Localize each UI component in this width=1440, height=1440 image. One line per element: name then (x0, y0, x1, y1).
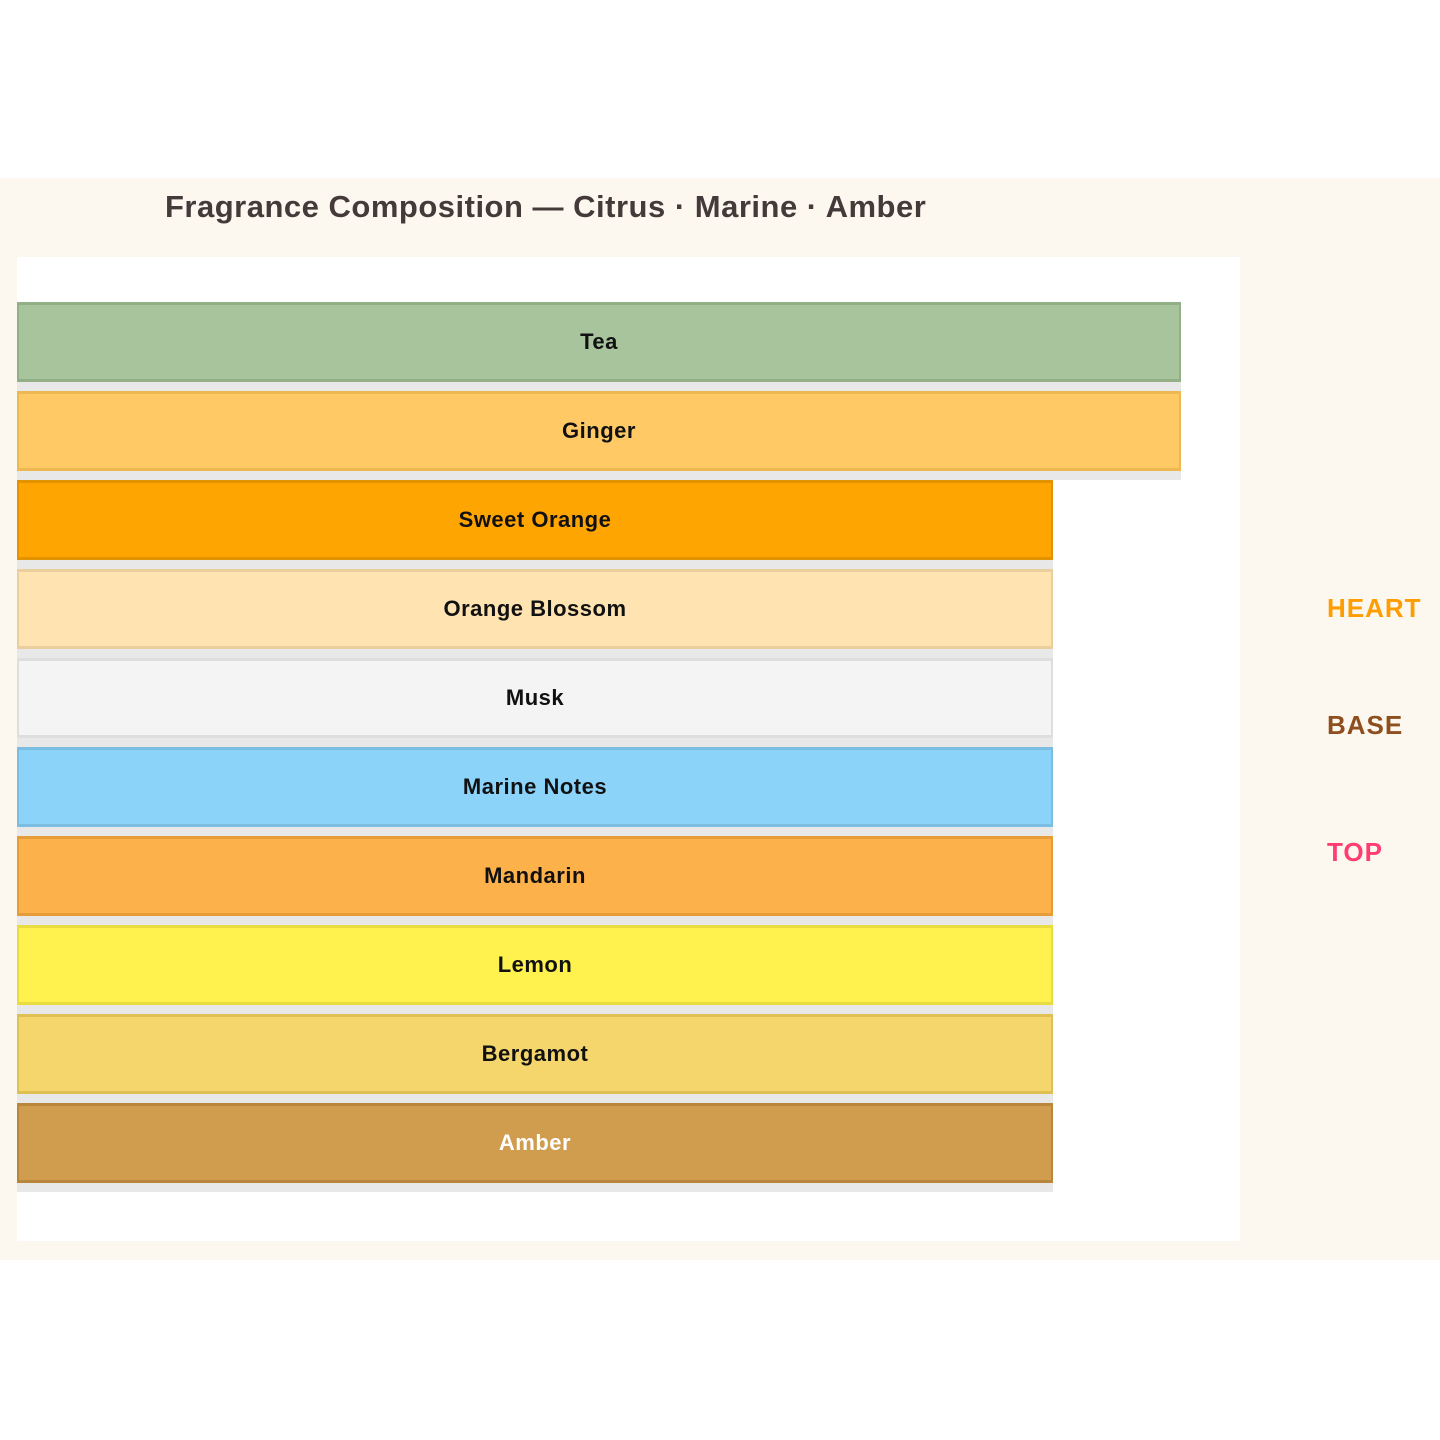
bar-label-mandarin: Mandarin (484, 863, 586, 888)
bar-musk: Musk (17, 658, 1053, 738)
bar-amber: Amber (17, 1103, 1053, 1183)
group-label-heart: HEART (1327, 593, 1422, 623)
bar-lemon: Lemon (17, 925, 1053, 1005)
chart-panel: Tea Ginger Sweet Orange Orange Blossom Musk M… (17, 257, 1240, 1241)
bar-sweet-orange: Sweet Orange (17, 480, 1053, 560)
chart-title: Fragrance Composition — Citrus · Marine … (165, 189, 927, 224)
bar-label-tea: Tea (580, 329, 618, 354)
bar-bergamot: Bergamot (17, 1014, 1053, 1094)
bar-ginger: Ginger (17, 391, 1181, 471)
bar-label-musk: Musk (505, 685, 565, 710)
bar-label-bergamot: Bergamot (481, 1041, 589, 1066)
bar-tea: Tea (17, 302, 1181, 382)
bar-mandarin: Mandarin (17, 836, 1053, 916)
bar-label-lemon: Lemon (497, 952, 573, 977)
bar-chart-area: Tea Ginger Sweet Orange Orange Blossom Musk M… (17, 302, 1181, 1192)
bar-orange-blossom: Orange Blossom (17, 569, 1053, 649)
bar-label-marine-notes: Marine Notes (462, 774, 608, 799)
bar-label-ginger: Ginger (562, 418, 636, 443)
bar-label-orange-blossom: Orange Blossom (443, 596, 627, 621)
bar-marine-notes: Marine Notes (17, 747, 1053, 827)
group-label-top: TOP (1327, 837, 1383, 867)
bar-label-amber: Amber (498, 1130, 572, 1155)
bar-label-sweet-orange: Sweet Orange (458, 507, 612, 532)
group-label-base: BASE (1327, 710, 1404, 740)
